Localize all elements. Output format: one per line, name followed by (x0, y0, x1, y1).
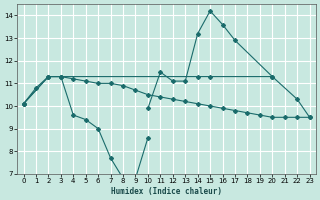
X-axis label: Humidex (Indice chaleur): Humidex (Indice chaleur) (111, 187, 222, 196)
